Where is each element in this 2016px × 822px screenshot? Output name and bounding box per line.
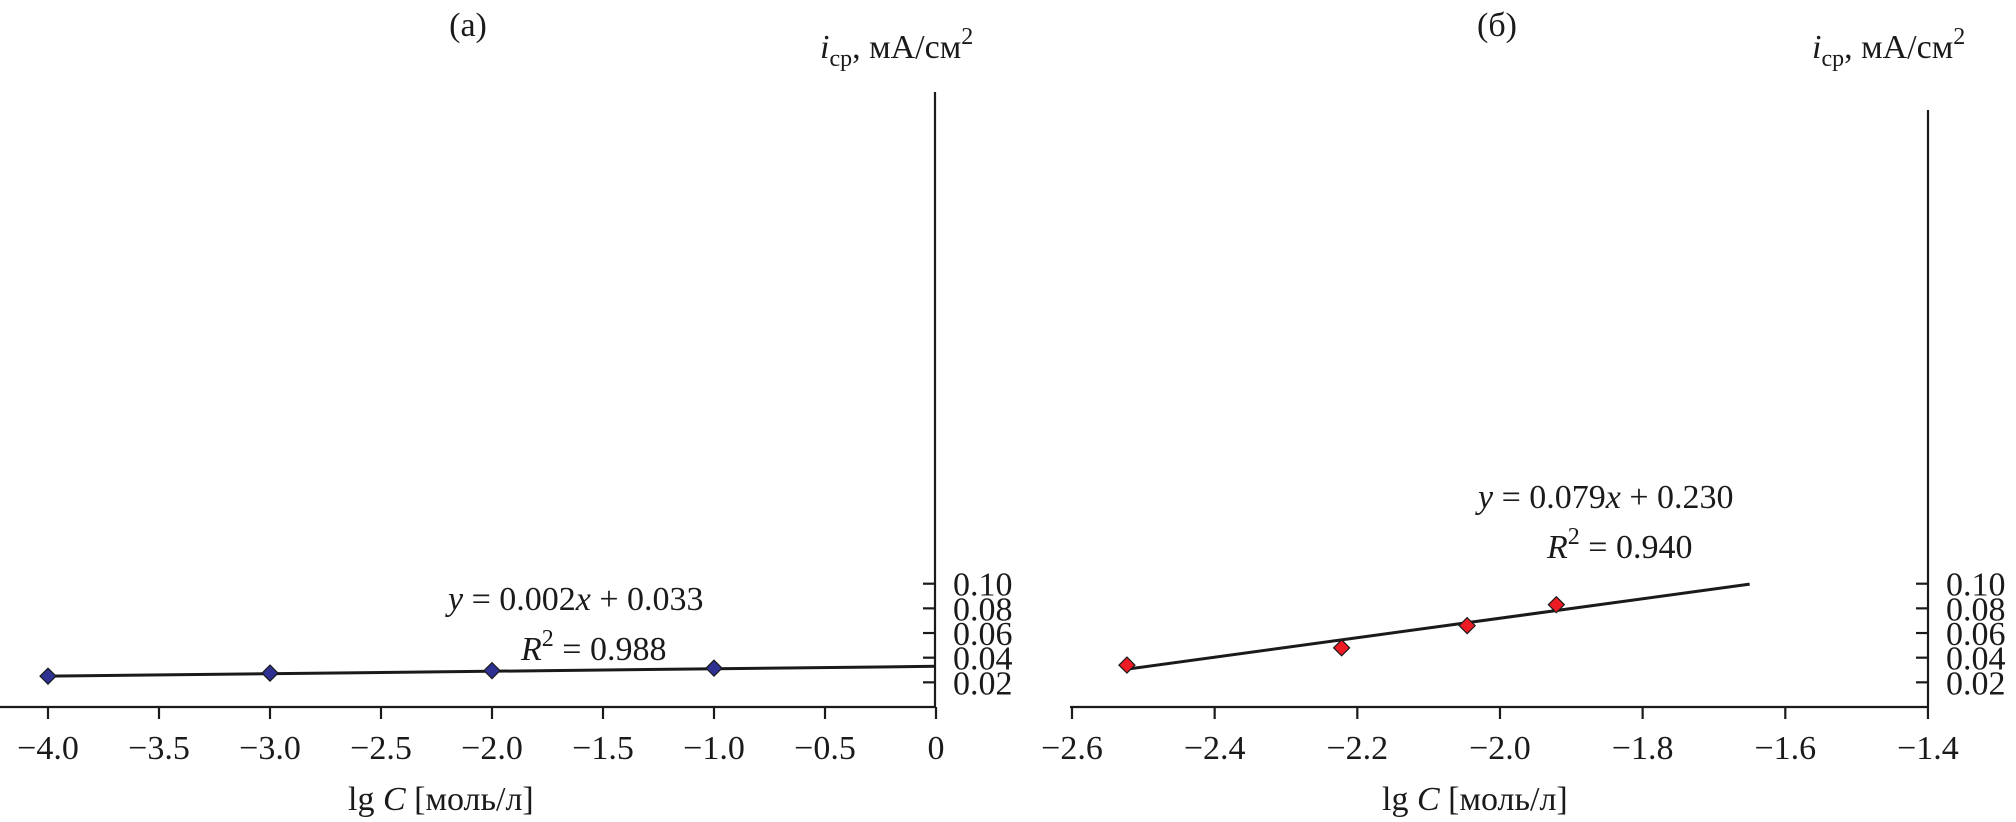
panel-b-y-var: i <box>1812 29 1821 66</box>
panel-a-data-point <box>705 659 723 678</box>
panel-a-y-sup: 2 <box>961 24 973 50</box>
panel-a-y-tick-label: 0.04 <box>953 641 1013 678</box>
panel-b-y-tick-label: 0.06 <box>1946 616 2006 653</box>
panel-a-y-unit: , мА/см <box>852 29 961 66</box>
panel-b-y-tick-label: 0.10 <box>1946 567 2006 604</box>
panel-a-x-tick-label: 0 <box>928 730 945 767</box>
panel-b-equation: y = 0.079x + 0.230 <box>1475 479 1734 516</box>
panel-a-y-tick-label: 0.02 <box>953 665 1013 702</box>
panel-a-x-prefix: lg <box>348 781 383 818</box>
panel-a-r-value: = 0.988 <box>554 631 667 668</box>
panel-b-x-tick-label: −2.6 <box>1041 730 1103 767</box>
panel-b-x-tick-label: −1.8 <box>1612 730 1674 767</box>
panel-b-x-tick-label: −1.4 <box>1897 730 1959 767</box>
panel-a-equation: y = 0.002x + 0.033 <box>445 581 704 618</box>
panel-a-x-var: C <box>383 781 406 818</box>
panel-a-x-tick-label: −4.0 <box>17 730 79 767</box>
panel-b-r2: R2 = 0.940 <box>1546 524 1692 566</box>
panel-a-y-tick-label: 0.08 <box>953 591 1013 628</box>
panel-a-r-label: R <box>520 631 542 668</box>
panel-a-y-axis-title: iср, мА/см2 <box>820 24 973 72</box>
panel-a-x-tick-label: −0.5 <box>794 730 856 767</box>
panel-a-eq-y: y <box>445 581 464 618</box>
panel-a-x-unit: [моль/л] <box>406 781 534 818</box>
panel-a-x-tick-label: −2.0 <box>461 730 523 767</box>
panel-a-r-sup: 2 <box>542 626 554 652</box>
panel-a-data-point <box>483 661 501 680</box>
panel-b-y-sub: ср <box>1821 46 1844 72</box>
panel-a-points <box>39 659 723 686</box>
panel-a-chart: (а) iср, мА/см2 −4.0 −3.5 −3.0 −2.5 −2.0 −1.5… <box>0 7 1013 818</box>
panel-b-eq-text: = 0.079 <box>1493 479 1606 516</box>
panel-b-y-axis-title: iср, мА/см2 <box>1812 24 1965 72</box>
panel-a-label: (а) <box>449 7 487 44</box>
panel-a-y-sub: ср <box>829 46 852 72</box>
panel-b-data-point <box>1332 638 1351 657</box>
panel-b-y-tick-label: 0.08 <box>1946 591 2006 628</box>
panel-b-eq-rest: + 0.230 <box>1621 479 1734 516</box>
panel-a-axes <box>0 92 937 709</box>
panel-b-data-point <box>1118 656 1136 674</box>
panel-a-eq-rest: + 0.033 <box>591 581 704 618</box>
panel-a-x-axis-title: lg C [моль/л] <box>348 781 534 818</box>
panel-b-data-point <box>1547 595 1566 614</box>
panel-b-y-tick-label: 0.02 <box>1946 665 2006 702</box>
panel-b-r-value: = 0.940 <box>1580 529 1693 566</box>
panel-a-r2: R2 = 0.988 <box>520 626 666 668</box>
panel-b-x-var: C <box>1417 781 1440 818</box>
panel-b-trendline <box>1126 582 1750 671</box>
panel-a-y-tick-label: 0.06 <box>953 616 1013 653</box>
panel-b-ticks: −2.6 −2.4 −2.2 −2.0 −1.8 −1.6 −1.4 0.020.040.06… <box>1041 567 2005 767</box>
panel-a-x-tick-label: −1.5 <box>572 730 634 767</box>
panel-a-ticks: −4.0 −3.5 −3.0 −2.5 −2.0 −1.5 −1.0 −0.5 00.020.0… <box>17 567 1012 767</box>
panel-a-y-tick-label: 0.10 <box>953 567 1013 604</box>
panel-b-x-tick-label: −1.6 <box>1754 730 1816 767</box>
panel-b-x-axis-title: lg C [моль/л] <box>1382 781 1568 818</box>
panel-a-data-point <box>39 667 57 686</box>
panel-a-y-var: i <box>820 29 829 66</box>
panel-a-x-tick-label: −1.0 <box>683 730 745 767</box>
panel-b-y-sup: 2 <box>1953 24 1965 50</box>
panel-a-x-tick-label: −3.5 <box>128 730 190 767</box>
panel-b-x-tick-label: −2.2 <box>1326 730 1388 767</box>
panel-a-x-tick-label: −3.0 <box>239 730 301 767</box>
panel-b-r-label: R <box>1546 529 1568 566</box>
panel-b-x-tick-label: −2.4 <box>1184 730 1246 767</box>
panel-a-eq-text: = 0.002 <box>463 581 576 618</box>
panel-b-y-unit: , мА/см <box>1844 29 1953 66</box>
panel-b-points <box>1118 595 1566 674</box>
panel-a-x-tick-label: −2.5 <box>350 730 412 767</box>
panel-b-x-unit: [моль/л] <box>1440 781 1568 818</box>
panel-b-chart: (б) iср, мА/см2 −2.6 −2.4 −2.2 −2.0 −1.8 −1.6… <box>1041 7 2005 818</box>
panel-b-label: (б) <box>1477 7 1517 44</box>
panel-b-eq-y: y <box>1475 479 1494 516</box>
panel-b-x-tick-label: −2.0 <box>1469 730 1531 767</box>
panel-a-data-point <box>261 664 279 682</box>
panel-a-eq-x: x <box>575 581 591 618</box>
panel-b-eq-x: x <box>1605 479 1621 516</box>
panel-b-r-sup: 2 <box>1568 524 1580 550</box>
panel-b-data-point <box>1458 616 1477 635</box>
panel-b-fit-line <box>1126 582 1750 671</box>
panel-b-y-tick-label: 0.04 <box>1946 641 2006 678</box>
panel-b-x-prefix: lg <box>1382 781 1417 818</box>
